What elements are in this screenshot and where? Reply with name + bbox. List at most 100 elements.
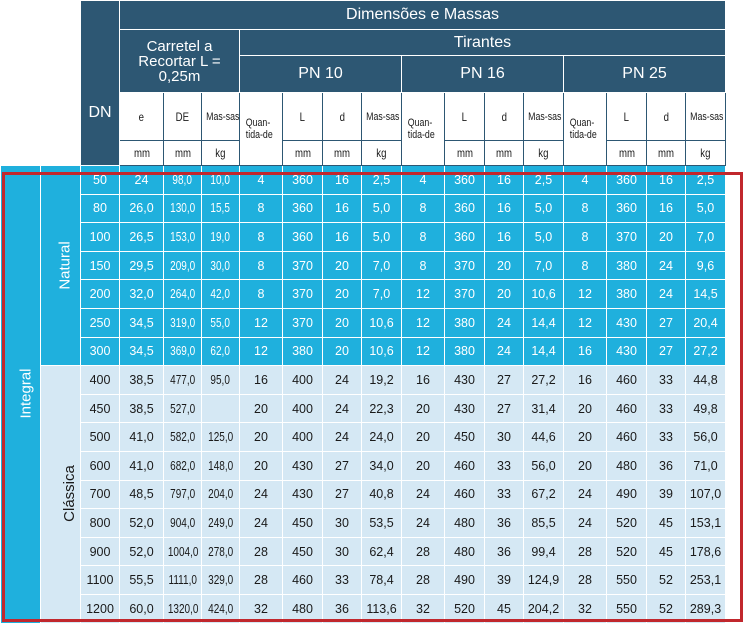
data-cell: 5,0 — [361, 193, 402, 224]
data-cell: 904,0 — [163, 508, 202, 538]
unit-pn0-1: mm — [322, 140, 362, 166]
data-cell: 16 — [401, 365, 445, 395]
data-cell: 16 — [484, 193, 524, 224]
data-cell: 253,1 — [685, 565, 726, 595]
data-cell: 36 — [484, 536, 524, 567]
data-cell: 27 — [646, 307, 686, 338]
data-cell: 45 — [484, 593, 524, 624]
data-cell: 8 — [401, 250, 445, 281]
data-cell: 130,0 — [163, 193, 202, 224]
pn10-col-d: d — [322, 92, 362, 141]
data-cell: 33 — [322, 565, 362, 595]
data-cell: 16 — [646, 165, 686, 195]
data-cell: 30 — [484, 422, 524, 452]
data-cell: 20,4 — [685, 307, 726, 338]
data-cell: 24 — [484, 336, 524, 367]
table-row: 250 34,5 319,0 55,0 12 370 20 10,6 12 380 24 14,4 12… — [1, 307, 726, 338]
data-cell: 24 — [646, 279, 686, 309]
table-row: 800 52,0 904,0 249,0 24 450 30 53,5 24 480 36 85,5 2… — [1, 508, 726, 538]
data-cell: 42,0 — [201, 279, 240, 309]
data-cell: 29,5 — [119, 250, 164, 281]
data-cell: 7,0 — [523, 250, 564, 281]
data-cell: 5,0 — [361, 222, 402, 252]
pn25-col-d: d — [646, 92, 686, 141]
data-cell: 10,6 — [361, 336, 402, 367]
dn-cell: 600 — [80, 450, 120, 481]
data-cell: 125,0 — [201, 422, 240, 452]
data-cell: 8 — [401, 193, 445, 224]
data-cell: 460 — [606, 365, 647, 395]
data-cell: 52,0 — [119, 508, 164, 538]
data-cell: 12 — [563, 307, 607, 338]
table-row: 1100 55,5 1111,0 329,0 28 460 33 78,4 28 490 39 124… — [1, 565, 726, 595]
data-cell: 16 — [484, 165, 524, 195]
dn-cell: 450 — [80, 393, 120, 424]
data-cell: 370 — [606, 222, 647, 252]
data-cell: 33 — [646, 422, 686, 452]
data-cell: 24 — [119, 165, 164, 195]
data-cell: 26,0 — [119, 193, 164, 224]
data-cell: 24 — [401, 508, 445, 538]
data-cell: 40,8 — [361, 479, 402, 510]
data-cell: 480 — [444, 536, 485, 567]
data-cell: 9,6 — [685, 250, 726, 281]
data-cell: 400 — [282, 393, 323, 424]
unit-pn0-0: mm — [282, 140, 323, 166]
dn-cell: 1100 — [80, 565, 120, 595]
data-cell: 430 — [282, 450, 323, 481]
data-cell: 12 — [401, 336, 445, 367]
data-cell: 38,5 — [119, 365, 164, 395]
tirantes-header: Tirantes — [239, 29, 726, 56]
data-cell: 460 — [444, 450, 485, 481]
data-cell: 370 — [282, 307, 323, 338]
data-cell: 24 — [322, 422, 362, 452]
data-cell: 33 — [484, 479, 524, 510]
table-row: 900 52,0 1004,0 278,0 28 450 30 62,4 28 480 36 99,4… — [1, 536, 726, 567]
unit-pn2-0: mm — [606, 140, 647, 166]
integral-label: Integral — [0, 165, 41, 624]
data-cell: 4 — [401, 165, 445, 195]
data-cell: 360 — [282, 193, 323, 224]
classica-label: Clássica — [40, 365, 81, 624]
data-cell: 32 — [239, 593, 283, 624]
unit-0: mm — [119, 140, 164, 166]
data-cell: 360 — [282, 165, 323, 195]
data-cell: 360 — [606, 193, 647, 224]
data-cell: 16 — [646, 193, 686, 224]
data-cell: 62,0 — [201, 336, 240, 367]
data-cell: 30 — [322, 508, 362, 538]
data-cell — [201, 393, 240, 424]
data-cell: 520 — [606, 536, 647, 567]
data-cell: 49,8 — [685, 393, 726, 424]
dn-cell: 150 — [80, 250, 120, 281]
unit-pn0-2: kg — [361, 140, 402, 166]
data-cell: 60,0 — [119, 593, 164, 624]
data-cell: 264,0 — [163, 279, 202, 309]
data-cell: 1320,0 — [163, 593, 202, 624]
data-cell: 30 — [322, 536, 362, 567]
data-cell: 27 — [322, 479, 362, 510]
col-massas: Mas-sas — [201, 92, 240, 141]
data-cell: 682,0 — [163, 450, 202, 481]
data-cell: 8 — [563, 250, 607, 281]
data-cell: 16 — [563, 336, 607, 367]
data-cell: 24 — [322, 393, 362, 424]
data-cell: 380 — [444, 336, 485, 367]
unit-pn2-2: kg — [685, 140, 726, 166]
data-cell: 20 — [484, 279, 524, 309]
data-cell: 204,2 — [523, 593, 564, 624]
data-cell: 56,0 — [523, 450, 564, 481]
data-cell: 124,9 — [523, 565, 564, 595]
dn-cell: 500 — [80, 422, 120, 452]
data-cell: 44,6 — [523, 422, 564, 452]
dn-cell: 900 — [80, 536, 120, 567]
pn16-col-d: d — [484, 92, 524, 141]
data-cell: 430 — [606, 336, 647, 367]
data-cell: 10,6 — [361, 307, 402, 338]
data-cell: 33 — [646, 365, 686, 395]
data-cell: 32 — [563, 593, 607, 624]
data-cell: 380 — [282, 336, 323, 367]
data-cell: 5,0 — [685, 193, 726, 224]
data-cell: 550 — [606, 565, 647, 595]
data-cell: 480 — [606, 450, 647, 481]
